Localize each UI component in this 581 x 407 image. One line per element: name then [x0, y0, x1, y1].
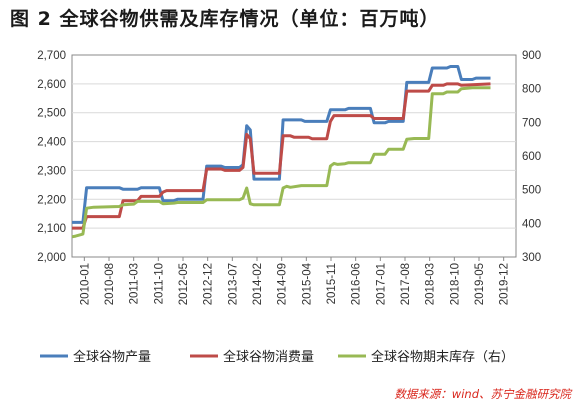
x-tick-label: 2014-02: [252, 263, 264, 305]
x-tick-label: 2015-11: [326, 263, 338, 304]
x-tick-label: 2015-04: [301, 262, 313, 305]
y-left-tick-label: 2,100: [37, 223, 66, 235]
plot-area: [71, 54, 517, 258]
x-tick-label: 2017-08: [400, 263, 412, 305]
series-line: [71, 86, 491, 239]
x-tick-label: 2018-03: [425, 263, 437, 305]
y-right-tick-label: 600: [522, 151, 541, 163]
legend-label: 全球谷物消费量: [223, 349, 314, 365]
x-tick-label: 2018-10: [449, 263, 461, 305]
y-left-tick-label: 2,600: [37, 79, 66, 91]
x-tick-label: 2016-06: [351, 263, 363, 305]
y-left-tick-label: 2,200: [37, 194, 66, 206]
left-axis-ticks: 2,000 2,100 2,200 2,300 2,400 2,500 2,600 2,700: [37, 50, 66, 264]
y-left-tick-label: 2,300: [37, 165, 66, 177]
page-title: 图 2 全球谷物供需及库存情况（单位：百万吨）: [10, 8, 440, 30]
x-tick-label: 2019-12: [499, 263, 511, 305]
x-tick-label: 2017-01: [375, 263, 387, 305]
y-right-tick-label: 400: [522, 218, 541, 230]
y-left-tick-label: 2,700: [37, 50, 66, 62]
y-right-tick-label: 500: [522, 185, 541, 197]
y-left-tick-label: 2,400: [37, 137, 66, 149]
series-line: [72, 82, 491, 230]
series-line: [72, 65, 491, 224]
x-tick-label: 2013-07: [227, 263, 239, 305]
series-lines: [71, 65, 491, 239]
x-tick-label: 2014-09: [277, 263, 289, 305]
x-tick-label: 2010-08: [104, 263, 116, 305]
x-tick-label: 2019-05: [474, 263, 486, 305]
right-axis-ticks: 300 400 500 600 700 800 900: [522, 50, 541, 264]
y-right-tick-label: 800: [522, 84, 541, 96]
source-note: 数据来源：wind、苏宁金融研究院: [394, 387, 571, 401]
x-tick-label: 2010-01: [79, 263, 91, 305]
x-axis-ticks: 2010-01 2010-08 2011-03 2011-10 2012-05 2012-…: [79, 257, 511, 305]
x-tick-label: 2011-03: [129, 263, 141, 304]
legend: 全球谷物产量 全球谷物消费量 全球谷物期末库存（右）: [40, 349, 514, 365]
y-left-tick-label: 2,500: [37, 108, 66, 120]
x-tick-label: 2011-10: [153, 263, 165, 304]
y-right-tick-label: 900: [522, 50, 541, 62]
y-right-tick-label: 700: [522, 117, 541, 129]
legend-label: 全球谷物产量: [73, 349, 151, 365]
y-right-tick-label: 300: [522, 252, 541, 264]
x-tick-label: 2012-12: [203, 263, 215, 305]
legend-label: 全球谷物期末库存（右）: [371, 349, 514, 365]
y-left-tick-label: 2,000: [37, 252, 66, 264]
x-tick-label: 2012-05: [178, 263, 190, 305]
